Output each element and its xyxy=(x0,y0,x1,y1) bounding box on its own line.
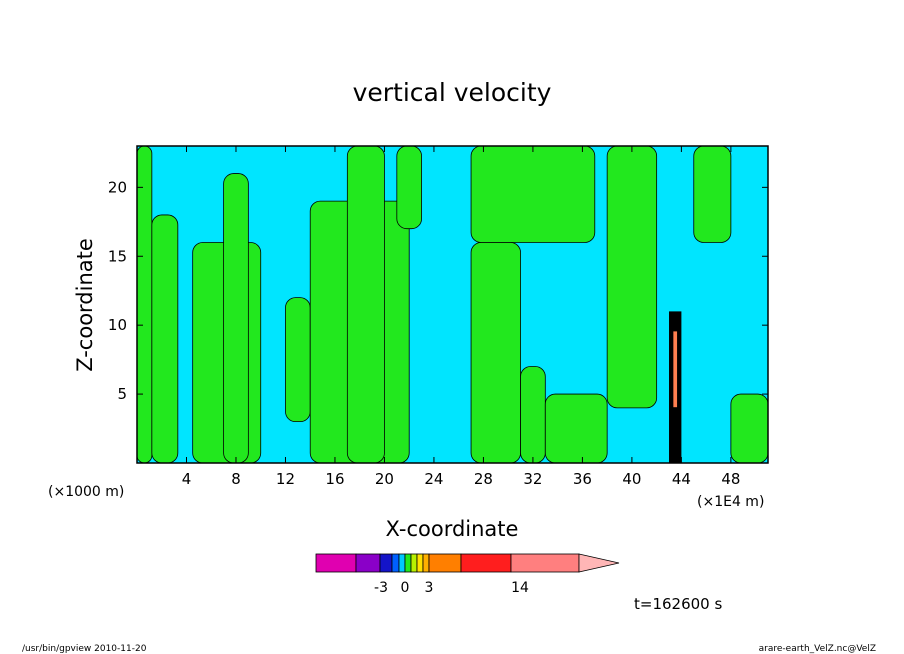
colorbar-segment xyxy=(416,553,424,573)
colorbar-segment xyxy=(398,553,406,573)
x-tick-label: 36 xyxy=(573,470,592,488)
colorbar-arrow xyxy=(578,553,620,573)
x-tick-label: 40 xyxy=(622,470,641,488)
colorbar-labels: -3 0 3 14 xyxy=(374,580,529,596)
positive-region xyxy=(606,146,658,409)
x-tick-label: 4 xyxy=(182,470,192,488)
colorbar-segment xyxy=(428,553,462,573)
x-tick-label: 16 xyxy=(325,470,344,488)
positive-region xyxy=(470,242,521,463)
x-tick-label: 8 xyxy=(231,470,241,488)
x-unit-left: (×1000 m) xyxy=(48,484,124,500)
colorbar-segment xyxy=(510,553,580,573)
colorbar-segment xyxy=(410,553,418,573)
x-tick-label: 28 xyxy=(474,470,493,488)
positive-region xyxy=(470,146,596,243)
plot-area xyxy=(137,146,768,463)
colorbar-segment xyxy=(422,553,430,573)
positive-region xyxy=(396,146,422,230)
colorbar-label: 0 xyxy=(401,580,410,596)
positive-region xyxy=(151,214,179,463)
x-axis-ticks: 4 8 12 16 20 24 28 32 36 40 44 48 xyxy=(182,146,740,488)
time-label: t=162600 s xyxy=(634,595,722,613)
chart-title: vertical velocity xyxy=(353,78,552,107)
y-tick-label: 10 xyxy=(108,316,127,334)
colorbar-label: -3 xyxy=(374,580,388,596)
x-tick-label: 24 xyxy=(424,470,443,488)
x-tick-label: 48 xyxy=(721,470,740,488)
x-unit-right: (×1E4 m) xyxy=(697,494,764,510)
positive-region xyxy=(693,146,732,243)
colorbar-segment xyxy=(404,553,412,573)
positive-region xyxy=(223,173,249,463)
y-axis-label: Z-coordinate xyxy=(73,238,97,372)
y-axis-ticks: 5 10 15 20 xyxy=(108,178,768,403)
y-tick-label: 15 xyxy=(108,247,127,265)
footer-right: arare-earth_VelZ.nc@VelZ xyxy=(759,644,876,654)
colorbar-segment xyxy=(379,553,393,573)
x-axis-label: X-coordinate xyxy=(386,517,519,541)
footer-left: /usr/bin/gpview 2010-11-20 xyxy=(22,644,147,654)
positive-region xyxy=(544,393,608,463)
x-tick-label: 20 xyxy=(375,470,394,488)
colorbar-label: 3 xyxy=(425,580,434,596)
core-inner xyxy=(673,331,678,408)
colorbar xyxy=(315,553,620,573)
y-tick-label: 5 xyxy=(117,385,127,403)
colorbar-segment xyxy=(460,553,512,573)
positive-region xyxy=(730,393,768,463)
positive-velocity-regions xyxy=(137,146,768,463)
x-tick-label: 32 xyxy=(523,470,542,488)
positive-region xyxy=(137,146,153,463)
colorbar-label: 14 xyxy=(511,580,529,596)
y-tick-label: 20 xyxy=(108,178,127,196)
positive-region xyxy=(346,146,385,463)
x-tick-label: 12 xyxy=(276,470,295,488)
colorbar-segment xyxy=(391,553,400,573)
colorbar-segment xyxy=(355,553,381,573)
strong-updraft-core xyxy=(669,311,682,463)
colorbar-segment xyxy=(315,553,357,573)
positive-region xyxy=(520,366,546,463)
plot-frame xyxy=(136,145,769,464)
x-tick-label: 44 xyxy=(672,470,691,488)
positive-region xyxy=(285,297,311,423)
